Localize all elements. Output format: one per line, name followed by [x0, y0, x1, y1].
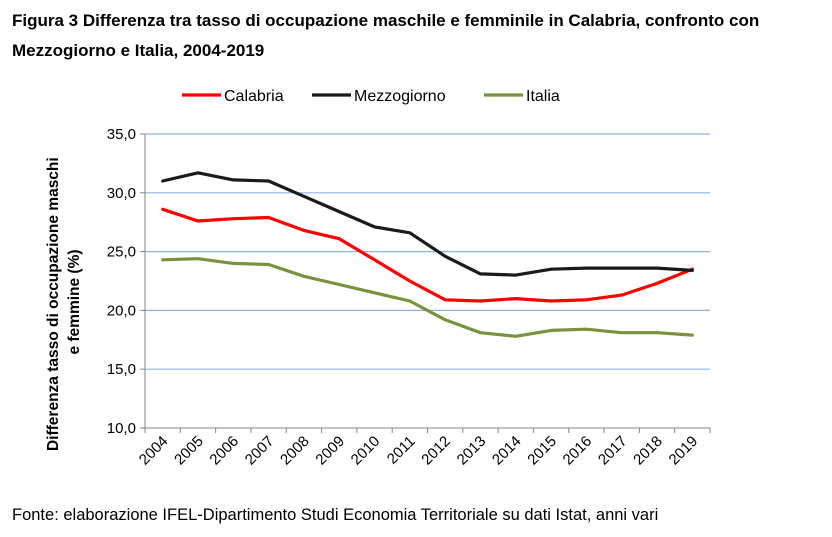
x-tick-label: 2019 [666, 433, 702, 469]
x-tick-labels: 2004 2005 2006 2007 2008 2009 2010 2011 2012 2013… [136, 433, 701, 469]
x-tick-label: 2014 [489, 433, 525, 469]
source-note: Fonte: elaborazione IFEL-Dipartimento St… [12, 506, 659, 524]
legend: Calabria Mezzogiorno Italia [182, 88, 560, 105]
x-tick-label: 2004 [136, 433, 172, 469]
x-tick-label: 2009 [312, 433, 348, 469]
y-tick-labels: 10,0 15,0 20,0 25,0 30,0 35,0 [107, 126, 136, 437]
legend-label-mezzogiorno: Mezzogiorno [354, 88, 446, 105]
series-line-italia [161, 257, 694, 338]
x-tick-label: 2015 [524, 433, 560, 469]
series-lines [161, 171, 694, 338]
x-tick-label: 2011 [384, 433, 419, 468]
y-tick-label: 25,0 [107, 244, 136, 261]
x-tick-label: 2005 [171, 433, 207, 469]
legend-label-calabria: Calabria [224, 88, 284, 105]
x-tick-label: 2018 [630, 433, 666, 469]
figure-title: Figura 3 Differenza tra tasso di occupaz… [12, 11, 760, 60]
x-tick-label: 2017 [595, 433, 631, 469]
x-tick-label: 2012 [418, 433, 454, 469]
x-tick-label: 2007 [242, 433, 278, 469]
y-tick-label: 30,0 [107, 185, 136, 202]
x-tick-label: 2006 [206, 433, 242, 469]
legend-label-italia: Italia [526, 88, 560, 105]
y-tick-label: 35,0 [107, 126, 136, 143]
series-line-calabria [161, 207, 694, 303]
series-line-mezzogiorno [161, 171, 694, 277]
axes [140, 133, 711, 433]
y-axis-label-line-1: Differenza tasso di occupazione maschi [45, 157, 62, 451]
x-tick-label: 2016 [560, 433, 596, 469]
gridlines [145, 133, 710, 370]
x-tick-label: 2008 [277, 433, 313, 469]
x-tick-label: 2013 [454, 433, 490, 469]
y-tick-label: 20,0 [107, 302, 136, 319]
y-axis-label-line-2: e femmine (%) [66, 249, 83, 354]
y-axis-label: Differenza tasso di occupazione maschi e… [45, 153, 83, 451]
y-tick-label: 15,0 [107, 361, 136, 378]
x-tick-label: 2010 [348, 433, 384, 469]
y-tick-label: 10,0 [107, 420, 136, 437]
